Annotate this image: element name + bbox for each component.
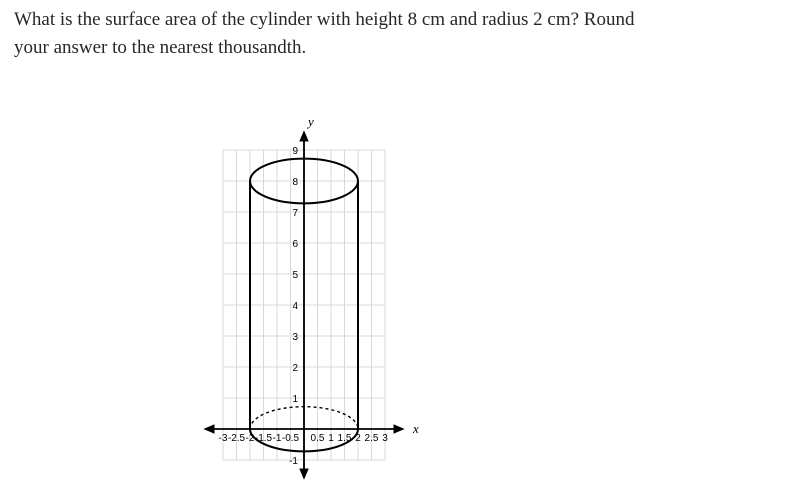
svg-text:3: 3 (292, 332, 298, 343)
svg-text:2.5: 2.5 (365, 433, 379, 444)
svg-text:-1.5: -1.5 (255, 433, 273, 444)
svg-text:-3: -3 (219, 433, 228, 444)
svg-text:7: 7 (292, 208, 298, 219)
svg-text:-0.5: -0.5 (282, 433, 300, 444)
svg-text:-1: -1 (289, 456, 298, 467)
svg-text:2: 2 (292, 363, 298, 374)
question-line-2: your answer to the nearest thousandth. (14, 37, 306, 58)
svg-text:3: 3 (382, 433, 388, 444)
svg-text:1: 1 (328, 433, 334, 444)
question-line-1: What is the surface area of the cylinder… (14, 9, 634, 30)
svg-text:-1: -1 (273, 433, 282, 444)
cylinder-diagram: -3-2.5-2-1.5-1-0.50.511.522.53-112345678… (134, 91, 494, 491)
svg-text:x: x (412, 421, 419, 436)
figure-container: -3-2.5-2-1.5-1-0.50.511.522.53-112345678… (14, 91, 784, 491)
svg-text:5: 5 (292, 270, 298, 281)
svg-text:1.5: 1.5 (338, 433, 352, 444)
svg-text:9: 9 (292, 146, 298, 157)
svg-text:1: 1 (292, 394, 298, 405)
svg-text:-2.5: -2.5 (228, 433, 246, 444)
svg-text:6: 6 (292, 239, 298, 250)
svg-text:0.5: 0.5 (311, 433, 325, 444)
svg-text:-2: -2 (246, 433, 255, 444)
question-text: What is the surface area of the cylinder… (14, 6, 784, 61)
svg-text:y: y (306, 114, 314, 129)
svg-text:4: 4 (292, 301, 298, 312)
svg-text:8: 8 (292, 177, 298, 188)
